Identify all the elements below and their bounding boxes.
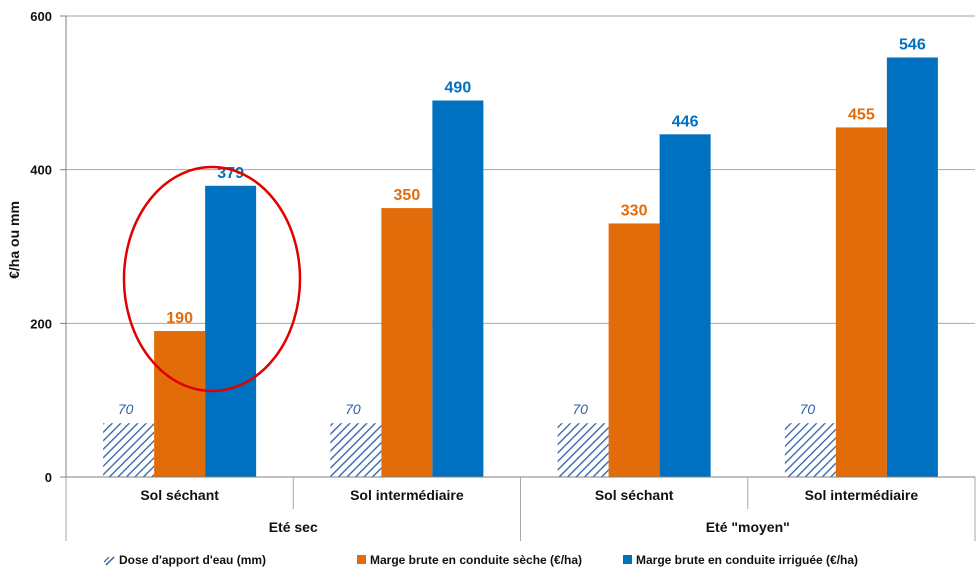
category-label: Sol intermédiaire bbox=[805, 487, 919, 503]
highlight-ellipse bbox=[122, 165, 302, 393]
y-tick-label: 0 bbox=[45, 470, 52, 485]
legend-label: Marge brute en conduite irriguée (€/ha) bbox=[636, 553, 858, 567]
data-label: 446 bbox=[672, 113, 699, 130]
bar bbox=[835, 127, 887, 478]
data-label: 455 bbox=[848, 106, 875, 123]
y-tick-label: 400 bbox=[30, 163, 52, 178]
bar bbox=[557, 423, 609, 477]
data-label: 330 bbox=[621, 202, 648, 219]
data-label: 190 bbox=[166, 310, 193, 327]
legend-swatch bbox=[357, 555, 366, 564]
bar bbox=[330, 423, 382, 477]
data-label: 350 bbox=[394, 187, 421, 204]
category-label: Sol intermédiaire bbox=[350, 487, 464, 503]
group-label: Eté sec bbox=[269, 519, 318, 535]
bar bbox=[154, 331, 206, 477]
data-label: 546 bbox=[899, 36, 926, 53]
legend-swatch bbox=[623, 555, 632, 564]
legend-label: Marge brute en conduite sèche (€/ha) bbox=[370, 553, 582, 567]
legend: Dose d'apport d'eau (mm) Marge brute en c… bbox=[103, 553, 858, 567]
bar bbox=[784, 423, 836, 477]
data-label: 70 bbox=[118, 401, 134, 417]
data-label: 70 bbox=[800, 401, 816, 417]
category-labels: Sol séchant Sol intermédiaire Sol séchant S… bbox=[140, 487, 918, 535]
data-label: 70 bbox=[345, 401, 361, 417]
bar bbox=[381, 208, 433, 478]
bar bbox=[205, 185, 257, 477]
category-label: Sol séchant bbox=[140, 487, 219, 503]
y-tick-label: 200 bbox=[30, 316, 52, 331]
axes: 0 200 400 600 bbox=[30, 9, 976, 541]
bar bbox=[886, 57, 938, 478]
legend-label: Dose d'apport d'eau (mm) bbox=[119, 553, 266, 567]
category-label: Sol séchant bbox=[595, 487, 674, 503]
legend-swatch bbox=[103, 556, 110, 563]
bar bbox=[432, 100, 484, 478]
group-label: Eté "moyen" bbox=[706, 519, 790, 535]
bars bbox=[103, 57, 938, 478]
legend-swatch bbox=[105, 556, 115, 566]
y-tick-label: 600 bbox=[30, 9, 52, 24]
bar bbox=[103, 423, 155, 477]
bar bbox=[659, 134, 711, 477]
data-label: 490 bbox=[445, 80, 472, 97]
y-axis-label: €/ha ou mm bbox=[6, 201, 22, 279]
data-label: 70 bbox=[572, 401, 588, 417]
bar bbox=[608, 223, 660, 477]
